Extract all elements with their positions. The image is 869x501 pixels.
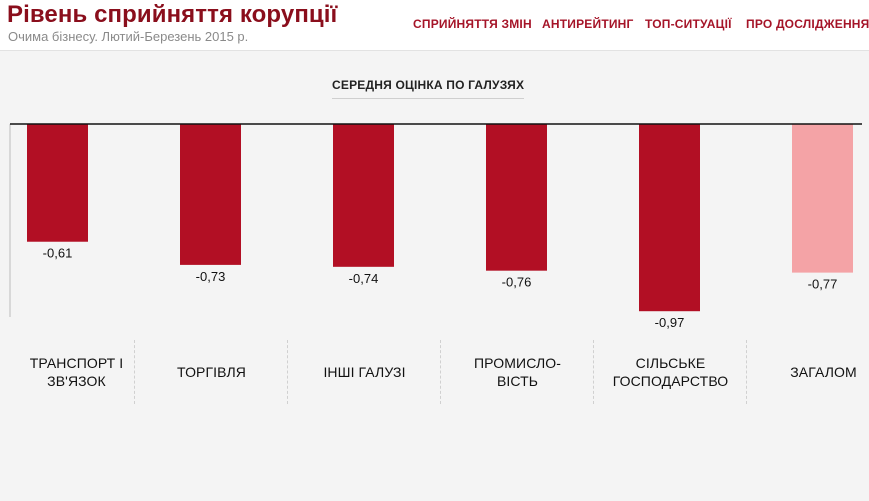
top-nav: СПРИЙНЯТТЯ ЗМІН АНТИРЕЙТИНГ ТОП-СИТУАЦІЇ… [0, 17, 869, 33]
category-label: ПРОМИСЛО- ВІСТЬ [474, 355, 561, 389]
bar-value-label: -0,74 [349, 271, 379, 286]
page-title: Рівень сприйняття корупції [7, 1, 338, 28]
bar[interactable] [639, 124, 700, 312]
bar[interactable] [333, 124, 394, 267]
category-label: ІНШІ ГАЛУЗІ [323, 364, 406, 380]
bar-value-label: -0,76 [502, 275, 532, 290]
header: Рівень сприйняття корупції Очима бізнесу… [0, 0, 869, 51]
bar-value-label: -0,97 [655, 315, 685, 330]
category-column: ЗАГАЛОМ [746, 340, 869, 404]
category-label: ТОРГІВЛЯ [177, 364, 246, 380]
bar-chart: -0,61 -0,73 -0,74 -0,76 -0,97 -0,77 [9, 123, 862, 330]
bar[interactable] [27, 124, 88, 242]
nav-link-antirating[interactable]: АНТИРЕЙТИНГ [542, 17, 634, 31]
bar[interactable] [792, 124, 853, 273]
page-subtitle: Очима бізнесу. Лютий-Березень 2015 р. [8, 29, 249, 44]
chart-title: СЕРЕДНЯ ОЦІНКА ПО ГАЛУЗЯХ [332, 78, 525, 99]
bar-value-label: -0,77 [808, 277, 838, 292]
nav-link-top-situations[interactable]: ТОП-СИТУАЦІЇ [645, 17, 732, 31]
category-column: ПРОМИСЛО- ВІСТЬ [440, 340, 594, 404]
bar-value-label: -0,61 [43, 246, 73, 261]
category-label: ЗАГАЛОМ [790, 364, 857, 380]
bar[interactable] [180, 124, 241, 265]
category-labels: ТРАНСПОРТ І ЗВ'ЯЗОК ТОРГІВЛЯ ІНШІ ГАЛУЗІ… [0, 340, 869, 404]
nav-link-about-research[interactable]: ПРО ДОСЛІДЖЕННЯ [746, 17, 869, 31]
bar[interactable] [486, 124, 547, 271]
nav-link-perception-changes[interactable]: СПРИЙНЯТТЯ ЗМІН [413, 17, 532, 31]
category-column: ТОРГІВЛЯ [134, 340, 288, 404]
category-label: СІЛЬСЬКЕ ГОСПОДАРСТВО [612, 355, 729, 389]
category-column: ІНШІ ГАЛУЗІ [287, 340, 441, 404]
category-column: СІЛЬСЬКЕ ГОСПОДАРСТВО [593, 340, 747, 404]
category-label: ТРАНСПОРТ І ЗВ'ЯЗОК [29, 355, 124, 389]
category-column: ТРАНСПОРТ І ЗВ'ЯЗОК [0, 340, 153, 404]
bar-value-label: -0,73 [196, 269, 226, 284]
